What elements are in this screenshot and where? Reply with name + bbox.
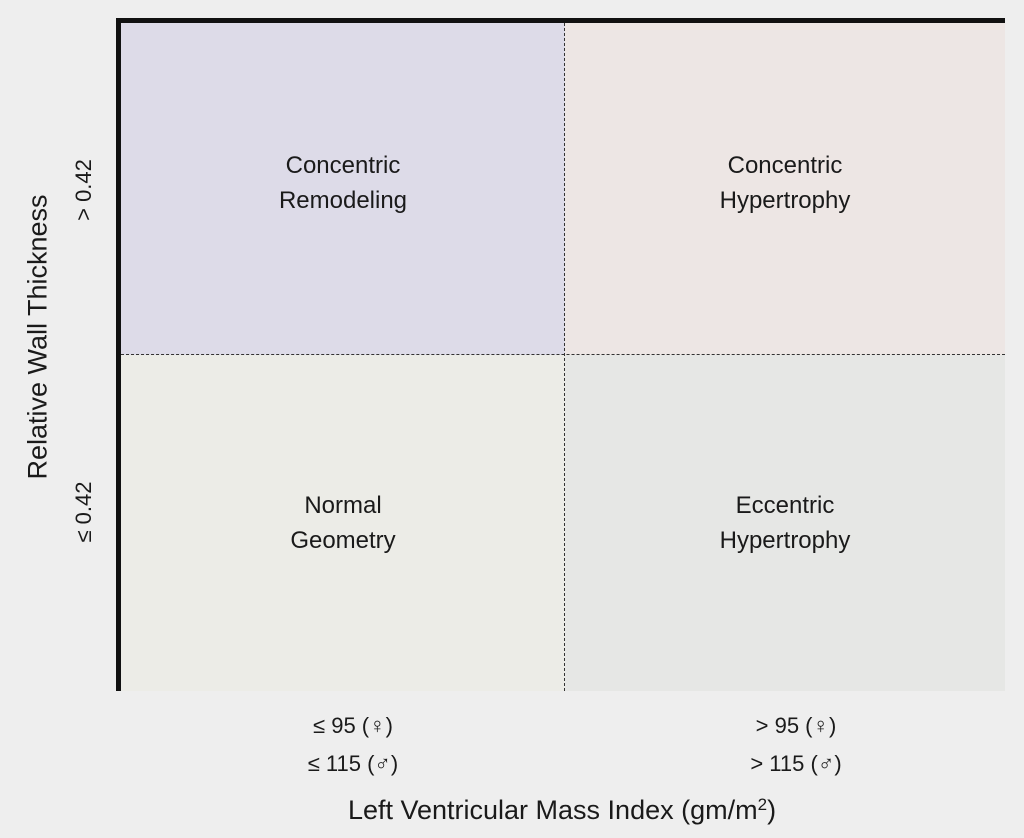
y-tick-low: ≤ 0.42 — [71, 481, 96, 543]
x-tick-low: ≤ 95 (♀) ≤ 115 (♂) — [308, 707, 399, 783]
x-tick-high-male: > 115 (♂) — [750, 751, 842, 776]
x-tick-low-male: ≤ 115 (♂) — [307, 751, 399, 776]
x-axis-label-exponent: 2 — [757, 795, 768, 814]
quadrant-label-eccentric-hypertrophy: Eccentric Hypertrophy — [719, 492, 851, 554]
x-tick-high-female: > 95 (♀) — [755, 713, 837, 738]
x-tick-high: > 95 (♀) > 115 (♂) — [750, 707, 841, 783]
x-axis-label-main: Left Ventricular Mass Index (gm/m — [347, 795, 758, 825]
x-axis-label: Left Ventricular Mass Index (gm/m2) — [348, 795, 776, 826]
quadrant-label-concentric-hypertrophy: Concentric Hypertrophy — [719, 152, 851, 214]
x-tick-low-female: ≤ 95 (♀) — [313, 713, 393, 738]
quadrant-label-concentric-remodeling: Concentric Remodeling — [278, 152, 408, 214]
quadrant-eccentric-hypertrophy: Eccentric Hypertrophy — [565, 355, 1005, 691]
x-axis-label-end: ) — [767, 795, 777, 825]
quadrant-label-normal-geometry: Normal Geometry — [290, 492, 396, 554]
classification-grid: Concentric Remodeling Concentric Hypertr… — [116, 18, 1005, 691]
y-tick-high: > 0.42 — [71, 159, 96, 221]
quadrant-concentric-remodeling: Concentric Remodeling — [121, 23, 565, 355]
quadrant-normal-geometry: Normal Geometry — [121, 355, 565, 691]
horizontal-divider — [121, 354, 1005, 355]
quadrant-concentric-hypertrophy: Concentric Hypertrophy — [565, 23, 1005, 355]
y-axis-label: Relative Wall Thickness — [22, 194, 53, 480]
vertical-divider — [564, 23, 565, 691]
